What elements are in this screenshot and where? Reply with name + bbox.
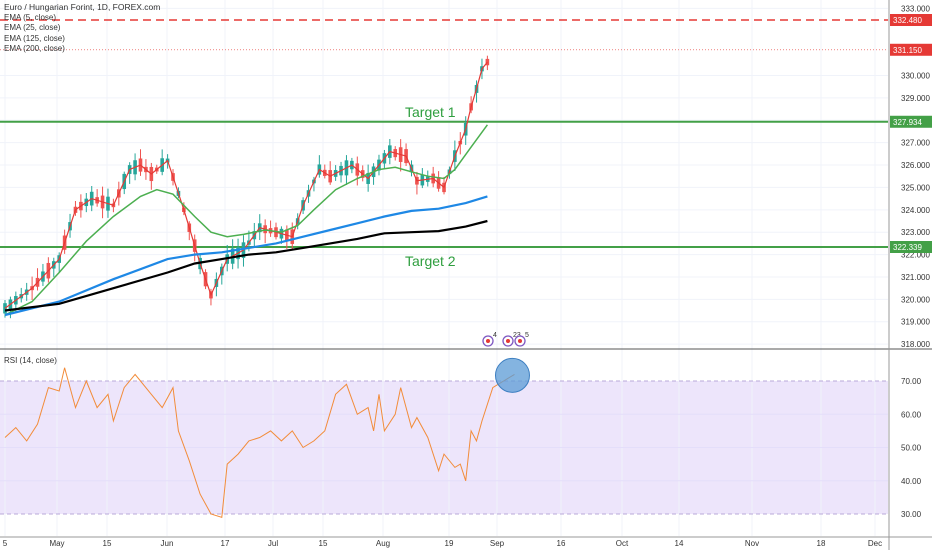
legend-ema5[interactable]: EMA (5, close) bbox=[4, 12, 57, 22]
price-label-bg bbox=[890, 43, 932, 56]
event-marker: 5 bbox=[514, 332, 529, 347]
event-marker-label: 4 bbox=[493, 332, 497, 339]
ema-line-1 bbox=[4, 124, 489, 316]
rsi-y-tick-label: 60.00 bbox=[901, 410, 922, 419]
rsi-y-tick-label: 40.00 bbox=[901, 477, 922, 486]
y-tick-label: 323.000 bbox=[901, 228, 930, 237]
price-label-tag: 331.150 bbox=[890, 43, 932, 56]
event-marker-dot bbox=[486, 339, 490, 343]
rsi-highlight-circle bbox=[494, 357, 530, 393]
chart-title: Euro / Hungarian Forint, 1D, FOREX.com bbox=[4, 2, 161, 12]
price-legend: Euro / Hungarian Forint, 1D, FOREX.com E… bbox=[4, 2, 160, 55]
candle-body bbox=[3, 303, 7, 314]
x-tick-label: Aug bbox=[376, 539, 390, 548]
target-2-label: Target 2 bbox=[405, 253, 456, 269]
target-1-label: Target 1 bbox=[405, 104, 456, 120]
y-tick-label: 329.000 bbox=[901, 94, 930, 103]
ema-line-2 bbox=[4, 195, 488, 317]
price-label-bg bbox=[890, 241, 932, 253]
x-tick-label: 15 bbox=[103, 539, 112, 548]
y-tick-label: 324.000 bbox=[901, 206, 930, 215]
legend-ema25[interactable]: EMA (25, close) bbox=[4, 23, 61, 32]
x-tick-label: Sep bbox=[490, 539, 505, 548]
candle-body bbox=[485, 58, 490, 66]
event-marker-dot bbox=[506, 339, 510, 343]
rsi-y-tick-label: 30.00 bbox=[901, 510, 922, 519]
ema-line-3 bbox=[4, 219, 488, 312]
x-tick-label: Oct bbox=[616, 539, 629, 548]
legend-ema125[interactable]: EMA (125, close) bbox=[4, 33, 65, 43]
y-tick-label: 320.000 bbox=[901, 295, 930, 304]
price-label-text: 322.339 bbox=[893, 243, 922, 252]
event-marker-label: 23 bbox=[513, 332, 521, 339]
x-tick-label: Nov bbox=[745, 539, 759, 548]
price-label-text: 332.480 bbox=[893, 16, 922, 25]
price-label-tag: 322.339 bbox=[890, 241, 932, 253]
event-marker: 23 bbox=[502, 332, 521, 347]
rsi-line bbox=[4, 367, 515, 518]
price-label-tag: 332.480 bbox=[890, 14, 932, 26]
x-tick-label: 19 bbox=[445, 539, 454, 548]
x-tick-label: Jun bbox=[161, 539, 174, 548]
x-tick-label: Dec bbox=[868, 539, 882, 548]
rsi-y-tick-label: 70.00 bbox=[901, 377, 922, 386]
rsi-y-tick-label: 50.00 bbox=[901, 444, 922, 453]
y-tick-label: 327.000 bbox=[901, 139, 930, 148]
event-marker-dot bbox=[518, 339, 522, 343]
x-tick-label: 15 bbox=[319, 539, 328, 548]
price-label-bg bbox=[890, 115, 932, 128]
price-label-text: 331.150 bbox=[893, 46, 922, 55]
y-tick-label: 318.000 bbox=[901, 340, 930, 349]
x-tick-label: 5 bbox=[3, 539, 8, 548]
x-tick-label: 16 bbox=[557, 539, 566, 548]
y-tick-label: 319.000 bbox=[901, 318, 930, 327]
y-tick-label: 325.000 bbox=[901, 183, 930, 192]
y-tick-label: 322.000 bbox=[901, 251, 930, 260]
event-marker: 4 bbox=[482, 332, 497, 347]
y-tick-label: 333.000 bbox=[901, 4, 930, 13]
ema-line-0 bbox=[4, 61, 488, 309]
y-tick-label: 330.000 bbox=[901, 72, 930, 81]
rsi-legend[interactable]: RSI (14, close) bbox=[4, 356, 57, 365]
x-tick-label: May bbox=[49, 539, 64, 548]
y-tick-label: 321.000 bbox=[901, 273, 930, 282]
price-label-bg bbox=[890, 14, 932, 26]
y-tick-label: 326.000 bbox=[901, 161, 930, 170]
x-tick-label: 14 bbox=[675, 539, 684, 548]
event-marker-label: 5 bbox=[525, 332, 529, 339]
legend-ema200[interactable]: EMA (200, close) bbox=[4, 44, 65, 53]
x-tick-label: 17 bbox=[221, 539, 230, 548]
x-tick-label: 18 bbox=[817, 539, 826, 548]
x-tick-label: Jul bbox=[268, 539, 278, 548]
price-label-text: 327.934 bbox=[893, 118, 922, 127]
price-label-tag: 327.934 bbox=[890, 115, 932, 128]
